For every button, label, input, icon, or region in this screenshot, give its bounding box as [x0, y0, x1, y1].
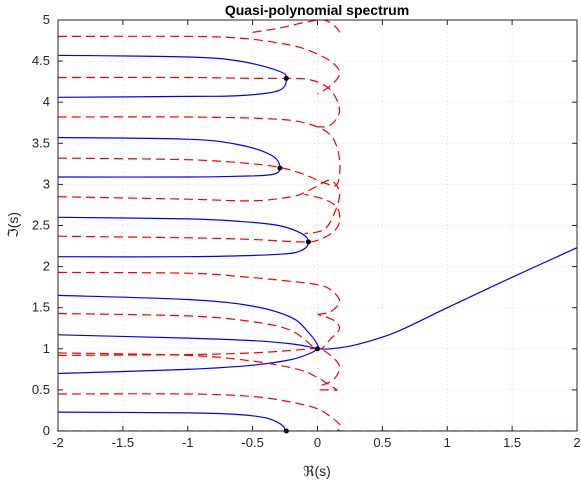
y-tick-label: 2 [43, 259, 50, 274]
y-tick-label: 4 [43, 94, 50, 109]
y-tick-label: 1.5 [32, 300, 50, 315]
x-tick-label: 1 [444, 435, 451, 450]
real-zero-curve [58, 216, 310, 258]
imag-zero-curve [58, 179, 341, 235]
y-tick-label: 1 [43, 341, 50, 356]
x-tick-label: -1 [182, 435, 194, 450]
x-tick-label: 1.5 [503, 435, 521, 450]
ticks-layer: -2 -1.5 -1 -0.5 0 0.5 1 1.5 2 0 0.5 1 1.5 2 2.5 3 3.5 4 4.… [32, 12, 581, 450]
y-tick-label: 4.5 [32, 53, 50, 68]
y-tick-label: 0 [43, 423, 50, 438]
imag-zero-curve [58, 116, 341, 187]
imag-zero-curve [58, 35, 341, 95]
imag-zero-curve [58, 348, 341, 388]
real-zero-curve [317, 247, 577, 350]
imag-zero-curve [58, 352, 338, 391]
curves-layer [58, 20, 577, 431]
x-tick-label: -2 [52, 435, 64, 450]
imag-zero-curve [58, 312, 341, 350]
root-marker [305, 239, 311, 245]
real-zero-curve [58, 294, 319, 349]
real-zero-curve [58, 334, 318, 350]
imag-zero-curve [58, 76, 341, 128]
y-axis-title: ℑ(s) [5, 212, 21, 238]
chart-title: Quasi-polynomial spectrum [225, 2, 409, 18]
root-marker [277, 165, 283, 171]
y-tick-label: 3.5 [32, 135, 50, 150]
x-tick-label: -0.5 [241, 435, 263, 450]
x-tick-label: 0.5 [373, 435, 391, 450]
y-tick-label: 3 [43, 176, 50, 191]
y-tick-label: 0.5 [32, 382, 50, 397]
y-tick-label: 5 [43, 12, 50, 27]
real-zero-curve [58, 411, 286, 431]
x-tick-label: 2 [573, 435, 580, 450]
root-marker [283, 75, 289, 81]
imag-zero-curve [58, 271, 341, 315]
y-tick-label: 2.5 [32, 218, 50, 233]
x-tick-label: -1.5 [112, 435, 134, 450]
imag-zero-curve [58, 193, 341, 243]
root-marker [315, 346, 320, 352]
real-zero-curve [58, 348, 318, 375]
x-axis-title: ℜ(s) [303, 463, 331, 479]
x-tick-label: 0 [314, 435, 321, 450]
